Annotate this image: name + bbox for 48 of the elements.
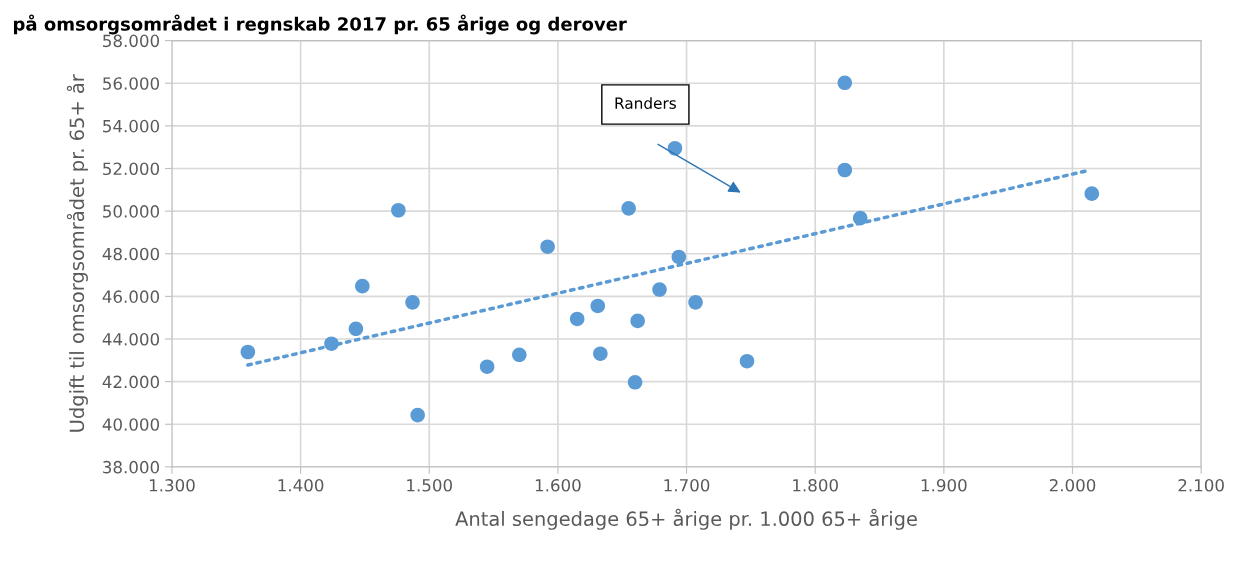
y-tick-label: 42.000 — [102, 375, 160, 389]
x-tick-label: 1.400 — [278, 479, 324, 492]
point — [652, 282, 667, 297]
y-axis-title: Udgift til omsorgsområdet pr. 65+ år — [66, 74, 88, 432]
point — [590, 298, 606, 314]
point — [410, 407, 425, 423]
x-tick-label: 1.500 — [407, 479, 452, 492]
point — [240, 344, 256, 360]
point — [837, 75, 853, 91]
y-tick-label: 44.000 — [102, 332, 160, 346]
y-tick-label: 50.000 — [103, 205, 160, 218]
point — [593, 346, 608, 361]
point — [324, 336, 339, 351]
y-tick-label: 56.000 — [103, 77, 160, 90]
y-tick-label: 38.000 — [103, 460, 160, 474]
point — [479, 359, 495, 374]
x-tick-label: 2.100 — [1178, 479, 1224, 492]
point — [348, 321, 364, 337]
annotation: Randers — [615, 97, 676, 109]
y-tick-label: 54.000 — [103, 119, 160, 133]
point — [630, 313, 645, 329]
point — [391, 202, 406, 218]
point — [852, 210, 868, 226]
x-tick-label: 1.700 — [664, 479, 710, 492]
point — [621, 201, 636, 216]
x-tick-label: 1.900 — [921, 479, 967, 492]
point — [569, 311, 585, 327]
x-tick-label: 2.000 — [1049, 479, 1096, 492]
chart-title: på omsorgsområdet i regnskab 2017 pr. 65 årige og derover — [13, 14, 627, 35]
point — [837, 162, 853, 178]
point — [1084, 186, 1100, 201]
x-axis-title: Antal sengedage 65+ årige pr. 1.000 65+ årige — [455, 508, 917, 530]
point — [540, 239, 555, 254]
x-tick-label: 1.600 — [535, 479, 581, 492]
point — [739, 353, 755, 369]
x-tick-label: 1.800 — [793, 479, 838, 492]
point — [688, 295, 703, 310]
point — [627, 375, 643, 390]
point — [405, 295, 420, 310]
y-tick-label: 46.000 — [102, 290, 160, 303]
y-tick-label: 52.000 — [103, 162, 160, 176]
y-tick-label: 58.000 — [103, 34, 160, 48]
point — [512, 347, 527, 363]
x-tick-label: 1.300 — [149, 479, 195, 492]
y-tick-label: 48.000 — [102, 247, 160, 261]
y-tick-label: 40.000 — [102, 418, 160, 431]
point — [671, 249, 687, 265]
point — [355, 278, 370, 294]
